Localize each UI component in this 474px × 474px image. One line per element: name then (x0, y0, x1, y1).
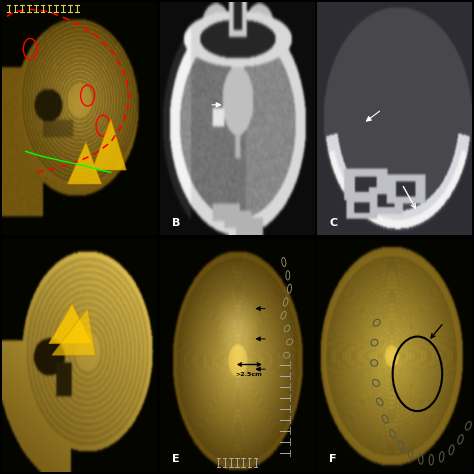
Text: >2.5cm: >2.5cm (236, 372, 262, 377)
Text: F: F (329, 454, 337, 465)
Text: E: E (172, 454, 180, 465)
Text: B: B (172, 218, 180, 228)
Polygon shape (67, 142, 101, 184)
Polygon shape (49, 304, 92, 344)
Polygon shape (52, 309, 95, 355)
Polygon shape (92, 119, 126, 170)
Text: C: C (329, 218, 337, 228)
